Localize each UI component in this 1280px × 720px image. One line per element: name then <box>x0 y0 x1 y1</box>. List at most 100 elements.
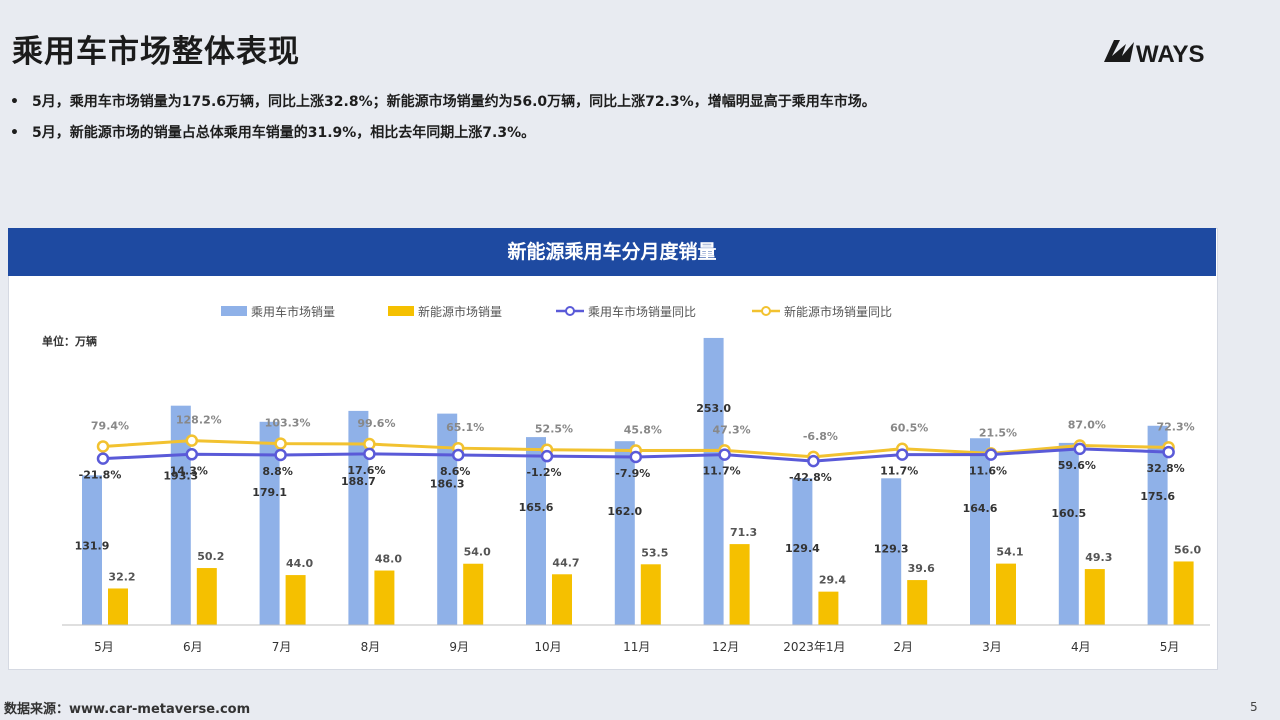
legend-label-nev-yoy: 新能源市场销量同比 <box>784 304 892 319</box>
x-tick-label: 8月 <box>361 640 381 654</box>
bar-nev <box>374 570 395 625</box>
bar-nev <box>1173 561 1194 625</box>
total-yoy-point <box>540 449 554 463</box>
total-yoy-point <box>185 448 199 461</box>
total-yoy-label: -42.8% <box>789 471 832 484</box>
total-yoy-label: 59.6% <box>1058 459 1096 472</box>
data-source: 数据来源：www.car-metaverse.com <box>4 702 251 717</box>
x-tick-label: 5月 <box>1160 640 1180 654</box>
nev-yoy-label: 128.2% <box>176 414 222 427</box>
total-yoy-label: 8.8% <box>262 465 293 478</box>
total-yoy-label: -1.2% <box>526 466 561 479</box>
bar-total <box>1058 442 1079 625</box>
total-yoy-point <box>451 448 465 462</box>
x-tick-label: 7月 <box>272 640 292 654</box>
total-yoy-label: -7.9% <box>615 467 650 480</box>
total-yoy-label: -21.8% <box>79 469 122 482</box>
unit-label: 单位：万辆 <box>42 334 97 348</box>
nev-yoy-label: 72.3% <box>1157 420 1195 433</box>
bar-nev <box>907 580 928 625</box>
bar-total <box>881 478 902 625</box>
bar-total-label: 253.0 <box>696 402 731 415</box>
total-yoy-point <box>718 448 731 461</box>
page-title: 乘用车市场整体表现 <box>12 34 300 70</box>
nev-yoy-label: 45.8% <box>624 424 662 437</box>
bullet-marker: • <box>10 125 19 141</box>
bar-total-label: 165.6 <box>519 501 554 514</box>
x-tick-label: 6月 <box>183 640 203 654</box>
x-tick-label: 11月 <box>623 640 650 654</box>
ways-logo-mark <box>1104 40 1134 62</box>
x-tick-label: 10月 <box>534 640 561 654</box>
bar-total-label: 188.7 <box>341 475 376 488</box>
nev-yoy-point <box>185 434 199 447</box>
total-yoy-point <box>629 450 643 464</box>
total-yoy-point <box>1162 445 1175 459</box>
ways-logo: WAYS <box>1104 40 1204 68</box>
summary-bullet: • 5月，乘用车市场销量为175.6万辆，同比上涨32.8%；新能源市场销量约为… <box>10 92 1250 112</box>
total-yoy-label: 32.8% <box>1147 462 1185 475</box>
bar-nev <box>285 575 306 625</box>
bar-nev-label: 44.7 <box>552 556 579 569</box>
nev-yoy-label: 79.4% <box>91 419 129 432</box>
total-yoy-point <box>895 448 909 461</box>
total-yoy-point <box>807 454 820 468</box>
bullet-marker: • <box>10 94 19 110</box>
bar-total <box>259 421 280 625</box>
bar-total-label: 186.3 <box>430 478 465 491</box>
bar-nev-label: 29.4 <box>819 574 846 587</box>
bar-nev <box>108 588 128 625</box>
bar-total-label: 129.4 <box>785 542 820 555</box>
nev-yoy-label: -6.8% <box>803 430 838 443</box>
nev-yoy-point <box>96 440 110 453</box>
bar-nev-label: 71.3 <box>730 526 757 539</box>
total-yoy-label: 17.6% <box>347 464 385 477</box>
bar-nev <box>196 568 217 625</box>
bar-nev <box>640 564 661 625</box>
summary-bullet: • 5月，新能源市场的销量占总体乘用车销量的31.9%，相比去年同期上涨7.3%… <box>10 123 1250 143</box>
bar-nev-label: 48.0 <box>375 553 402 566</box>
total-yoy-label: 8.6% <box>440 465 471 478</box>
nev-yoy-label: 47.3% <box>713 423 751 436</box>
nev-yoy-label: 99.6% <box>357 417 395 430</box>
bar-nev-label: 53.5 <box>641 546 668 559</box>
bar-nev <box>729 544 750 625</box>
bar-total-label: 129.3 <box>874 542 909 555</box>
bar-total <box>703 337 724 625</box>
total-yoy-point <box>96 452 110 465</box>
nev-yoy-label: 103.3% <box>265 417 311 430</box>
bar-total <box>970 438 990 625</box>
bar-total-label: 160.5 <box>1051 507 1086 520</box>
bar-nev-label: 39.6 <box>908 562 935 575</box>
total-yoy-label: 11.6% <box>969 465 1007 478</box>
bar-nev-label: 32.2 <box>108 570 135 583</box>
legend-swatch-nev <box>388 306 414 316</box>
ways-logo-text: WAYS <box>1136 41 1204 68</box>
bar-total <box>437 413 458 625</box>
x-tick-label: 3月 <box>982 640 1002 654</box>
x-tick-label: 2月 <box>893 640 913 654</box>
x-tick-label: 12月 <box>712 640 739 654</box>
bar-total-label: 131.9 <box>75 539 110 552</box>
bar-total <box>526 437 546 625</box>
total-yoy-point <box>363 447 376 461</box>
total-yoy-point <box>274 448 287 462</box>
legend-marker-total-yoy <box>565 306 575 316</box>
nev-yoy-point <box>363 437 376 451</box>
summary-bullets: • 5月，乘用车市场销量为175.6万辆，同比上涨32.8%；新能源市场销量约为… <box>10 92 1250 154</box>
x-tick-label: 2023年1月 <box>783 640 845 654</box>
bar-nev <box>818 591 839 625</box>
bar-nev-label: 44.0 <box>286 557 313 570</box>
bar-total-label: 179.1 <box>252 486 287 499</box>
total-yoy-label: 11.7% <box>703 465 741 478</box>
bar-nev-label: 49.3 <box>1085 551 1112 564</box>
nev-yoy-label: 52.5% <box>535 423 573 436</box>
bar-nev-label: 50.2 <box>197 550 224 563</box>
nev-yoy-label: 87.0% <box>1068 419 1106 432</box>
total-yoy-label: 14.3% <box>170 464 208 477</box>
bar-nev <box>1084 569 1105 625</box>
legend-label-total-yoy: 乘用车市场销量同比 <box>588 304 696 319</box>
nev-yoy-label: 60.5% <box>890 422 928 435</box>
bar-nev <box>996 563 1016 625</box>
bar-total <box>170 405 191 625</box>
